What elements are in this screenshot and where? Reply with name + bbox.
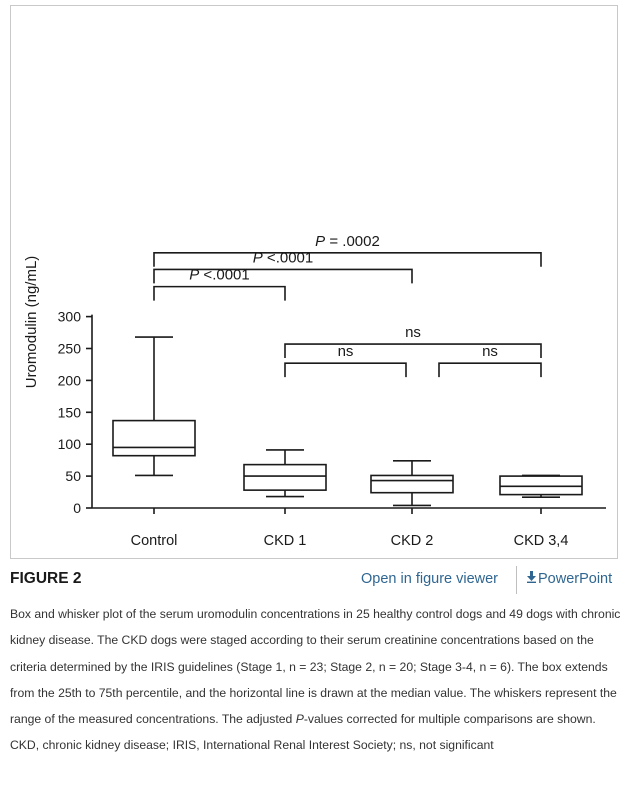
x-tick-label-0: Control <box>131 533 178 549</box>
y-tick-label-200: 200 <box>58 372 82 388</box>
significance-bracket-5 <box>438 362 542 378</box>
significance-label-0: P = .0002 <box>315 233 380 250</box>
powerpoint-label: PowerPoint <box>538 571 613 587</box>
x-tick-label-3: CKD 3,4 <box>514 533 569 549</box>
significance-label-3: ns <box>405 324 421 341</box>
figure-toolbar: FIGURE 2 Open in figure viewer PowerPoin… <box>10 566 620 596</box>
open-figure-viewer-link[interactable]: Open in figure viewer <box>361 571 499 587</box>
y-axis-label: Uromodulin (ng/mL) <box>23 256 40 389</box>
x-tick-label-2: CKD 2 <box>391 533 434 549</box>
y-tick-label-300: 300 <box>58 309 82 325</box>
figure-caption: Box and whisker plot of the serum uromod… <box>10 601 622 759</box>
y-tick-label-0: 0 <box>73 500 81 516</box>
box-0 <box>112 419 196 457</box>
significance-label-4: ns <box>338 343 354 360</box>
download-arrow-icon <box>527 571 536 583</box>
figure-frame: 0 50 100 150 200 250 300 Control CKD 1 CKD 2 CKD 3… <box>10 5 618 559</box>
significance-bracket-3 <box>284 343 542 359</box>
y-tick-label-100: 100 <box>58 436 82 452</box>
caption-part-2: -values corrected for multiple compariso… <box>10 712 596 753</box>
significance-bracket-0 <box>153 252 542 267</box>
y-tick-label-150: 150 <box>58 404 82 420</box>
x-tick-label-1: CKD 1 <box>264 533 307 549</box>
box-plot-chart: 0 50 100 150 200 250 300 Control CKD 1 CKD 2 CKD 3… <box>23 233 606 549</box>
significance-bracket-4 <box>284 362 407 378</box>
powerpoint-link[interactable]: PowerPoint <box>526 571 612 587</box>
y-tick-label-250: 250 <box>58 341 82 357</box>
figure-label: FIGURE 2 <box>10 570 82 587</box>
significance-label-5: ns <box>482 343 498 360</box>
significance-bracket-1 <box>153 268 413 284</box>
caption-italic-p: P <box>295 712 304 727</box>
significance-bracket-2 <box>153 285 286 301</box>
significance-label-2: P <.0001 <box>189 267 249 284</box>
box-3 <box>499 475 583 496</box>
box-1 <box>243 463 327 491</box>
box-2 <box>370 474 454 494</box>
significance-label-1: P <.0001 <box>253 249 313 266</box>
y-tick-label-50: 50 <box>65 468 81 484</box>
toolbar-divider <box>516 566 517 594</box>
caption-part-1: Box and whisker plot of the serum uromod… <box>10 607 621 727</box>
